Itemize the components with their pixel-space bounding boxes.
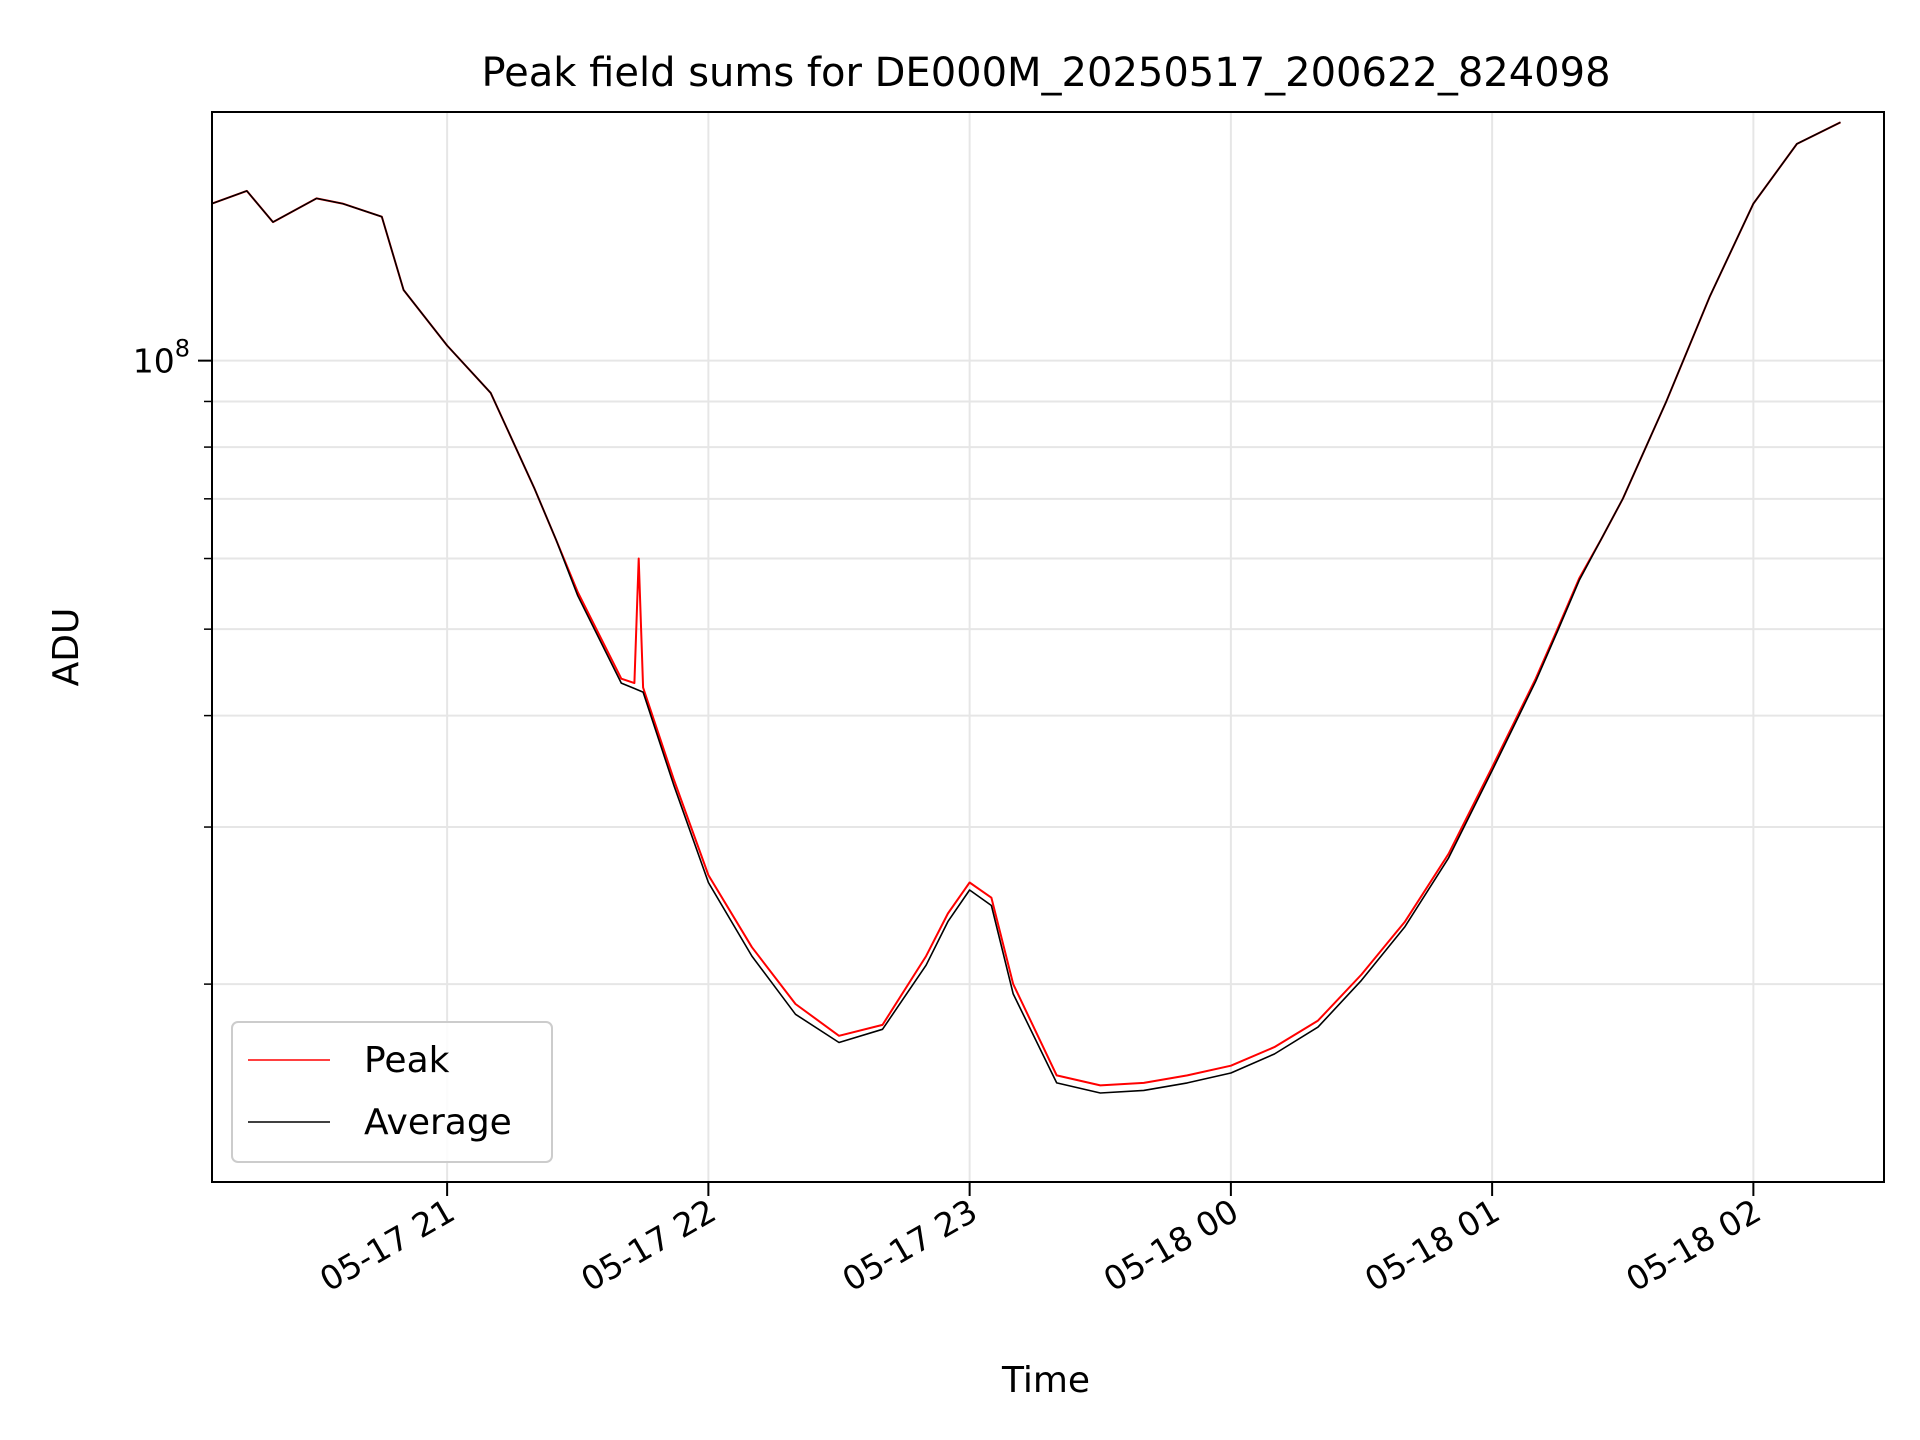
y-tick-label: 108 xyxy=(133,335,190,381)
plot-frame xyxy=(211,111,1885,1183)
series-line-average xyxy=(211,121,1841,1094)
grid xyxy=(212,112,1884,1182)
legend-box xyxy=(231,1021,553,1163)
legend-label-average: Average xyxy=(364,1102,512,1143)
series-layer xyxy=(211,121,1841,1094)
legend: Peak Average xyxy=(231,1021,553,1163)
legend-label-peak: Peak xyxy=(364,1040,450,1081)
x-axis-label: Time xyxy=(1001,1360,1090,1401)
y-axis-label: ADU xyxy=(46,608,87,687)
chart-title: Peak field sums for DE000M_20250517_2006… xyxy=(481,50,1610,96)
y-axis: 108 xyxy=(133,335,212,985)
